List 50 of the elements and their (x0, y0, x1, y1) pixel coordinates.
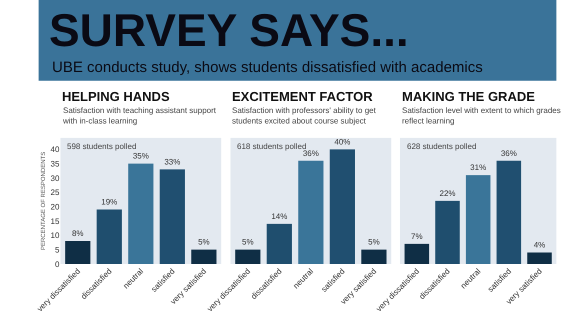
bar (235, 250, 260, 264)
data-label: 35% (132, 152, 149, 161)
data-label: 7% (411, 232, 423, 241)
annotation: 598 students polled (67, 142, 136, 151)
bar (128, 164, 154, 264)
chart-subtitle: Satisfaction with professors' ability to get students excited about course subject (232, 106, 377, 126)
chart-subtitle: Satisfaction with teaching assistant support with in-class learning (62, 106, 217, 126)
data-label: 36% (302, 148, 319, 158)
y-tick-label: 35 (50, 159, 60, 168)
bar (361, 250, 387, 264)
y-tick-label: 15 (50, 216, 60, 226)
data-label: 31% (470, 163, 486, 172)
text: SURVEY SAYS... (49, 4, 409, 56)
y-tick-label: 5 (54, 245, 60, 254)
chart-title: HELPING HANDS (62, 89, 170, 104)
bar (466, 175, 490, 264)
bar (298, 160, 324, 264)
data-label: 5% (242, 238, 254, 247)
y-tick-label: 10 (50, 231, 60, 240)
annotation: 628 students polled (407, 142, 476, 151)
bar (496, 160, 522, 264)
data-label: 8% (72, 229, 84, 238)
chart-title: EXCITEMENT FACTOR (232, 89, 374, 104)
data-label: 22% (439, 188, 456, 198)
y-tick-label: 25 (50, 188, 60, 198)
bar (191, 250, 216, 264)
y-tick-label: 40 (50, 145, 60, 154)
data-label: 19% (101, 198, 118, 207)
y-tick-label: 30 (50, 174, 60, 183)
bar (404, 244, 430, 264)
chart-title: MAKING THE GRADE (402, 89, 536, 104)
data-label: 33% (164, 157, 180, 166)
data-label: 40% (334, 137, 350, 146)
data-label: 14% (271, 212, 288, 221)
text: UBE conducts study, shows students dissatisfied with academics (52, 59, 483, 76)
data-label: 36% (500, 148, 517, 158)
bar (65, 241, 90, 264)
data-label: 5% (198, 238, 210, 247)
y-tick-label: 20 (50, 202, 60, 212)
data-label: 4% (534, 240, 546, 250)
y-tick-label: 0 (54, 260, 60, 269)
bar (527, 252, 552, 264)
bar (266, 224, 292, 264)
chart-subtitle: Satisfaction level with extent to which grades reflect learning (402, 106, 561, 126)
bar (96, 210, 122, 264)
bar (160, 169, 185, 264)
annotation: 618 students polled (237, 142, 306, 151)
bar (330, 149, 355, 264)
data-label: 5% (368, 238, 380, 247)
bar (435, 200, 460, 264)
